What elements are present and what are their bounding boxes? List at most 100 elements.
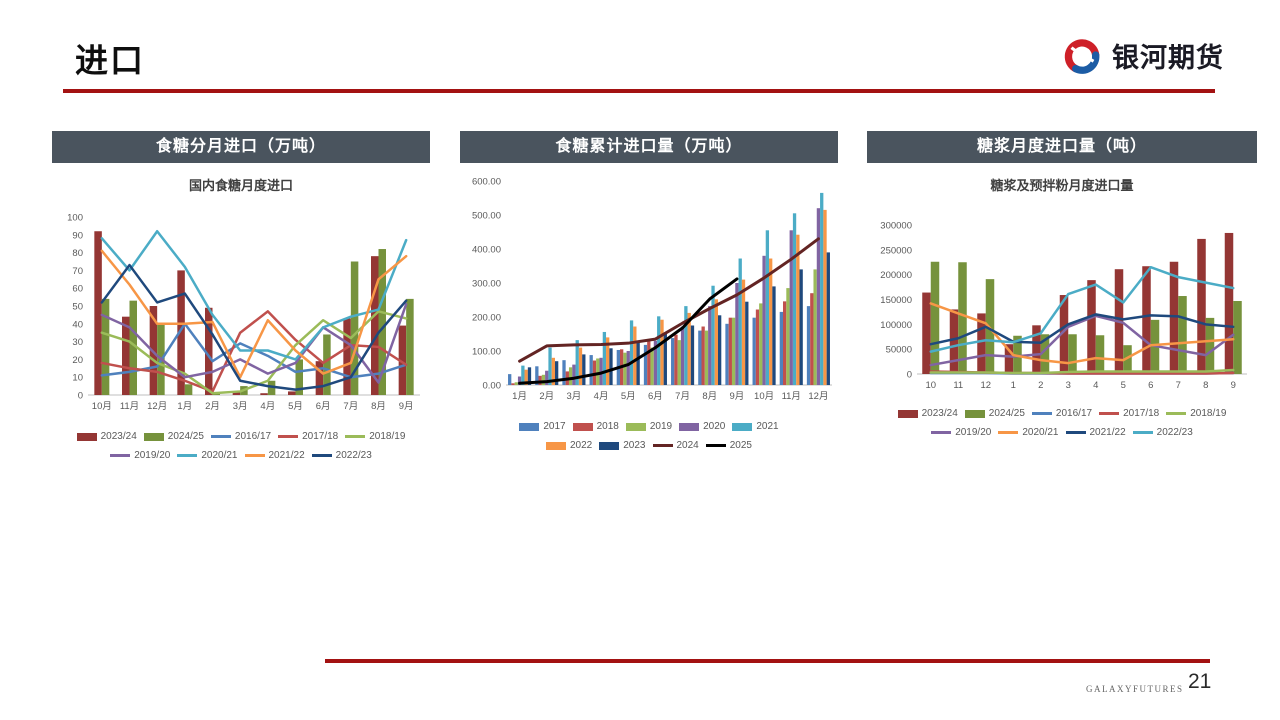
svg-text:3月: 3月 <box>567 391 582 402</box>
svg-text:90: 90 <box>72 230 83 241</box>
legend-label: 2017/18 <box>302 431 339 442</box>
legend-bar-swatch <box>546 441 566 450</box>
svg-text:5月: 5月 <box>621 391 636 402</box>
legend-item: 2017/18 <box>278 431 338 442</box>
legend-line-swatch <box>998 431 1019 434</box>
legend-item: 2018 <box>572 421 619 432</box>
svg-text:150000: 150000 <box>880 295 912 306</box>
legend-item: 2017/18 <box>1099 408 1159 419</box>
legend-item: 2022/23 <box>1132 427 1193 438</box>
legend-item: 2024 <box>652 440 699 451</box>
legend-line-swatch <box>652 444 673 447</box>
svg-text:1月: 1月 <box>177 401 192 412</box>
svg-text:100.00: 100.00 <box>472 347 501 358</box>
legend-item: 2020/21 <box>998 427 1059 438</box>
svg-text:60: 60 <box>72 284 83 295</box>
legend-item: 2016/17 <box>210 431 271 442</box>
footer-brand: GALAXYFUTURES <box>1086 684 1184 694</box>
legend-label: 2019/20 <box>134 450 171 461</box>
legend-label: 2018 <box>596 421 619 432</box>
legend-label: 2024 <box>676 440 699 451</box>
legend-item: 2023/24 <box>76 431 137 442</box>
svg-text:100: 100 <box>67 213 83 224</box>
legend-label: 2022 <box>570 440 593 451</box>
legend-label: 2023/24 <box>100 431 137 442</box>
legend-label: 2021/22 <box>1089 427 1126 438</box>
svg-text:9月: 9月 <box>730 391 745 402</box>
panel-syrup-monthly-import: 糖浆月度进口量（吨） 糖浆及预拌粉月度进口量 0 50000 100000 15000… <box>867 131 1257 438</box>
svg-text:40: 40 <box>72 319 83 330</box>
legend-item: 2018/19 <box>345 431 405 442</box>
legend-line-swatch <box>1099 412 1120 415</box>
svg-text:400.00: 400.00 <box>472 245 501 256</box>
svg-text:0: 0 <box>907 370 912 381</box>
page-number: 21 <box>1188 670 1212 693</box>
legend-line-swatch <box>345 435 366 438</box>
legend-item: 2022/23 <box>311 450 372 461</box>
legend-item: 2016/17 <box>1031 408 1092 419</box>
legend-label: 2023/24 <box>921 408 958 419</box>
svg-text:4月: 4月 <box>594 391 609 402</box>
svg-text:300000: 300000 <box>880 221 912 232</box>
legend-label: 2017 <box>543 421 566 432</box>
legend-item: 2020/21 <box>177 450 238 461</box>
svg-text:12: 12 <box>980 380 991 391</box>
svg-text:2月: 2月 <box>539 391 554 402</box>
legend-line-swatch <box>1031 412 1052 415</box>
legend-bar-swatch <box>143 432 164 441</box>
legend-label: 2020/21 <box>1022 427 1059 438</box>
legend-item: 2020 <box>679 421 725 432</box>
svg-text:7: 7 <box>1176 380 1181 391</box>
svg-text:0.00: 0.00 <box>483 381 502 392</box>
svg-text:12月: 12月 <box>147 401 167 412</box>
title-divider <box>63 89 1215 93</box>
svg-text:9月: 9月 <box>399 401 414 412</box>
footer-divider <box>325 659 1210 663</box>
svg-text:4: 4 <box>1093 380 1098 391</box>
svg-text:11: 11 <box>953 380 963 391</box>
legend-item: 2025 <box>705 440 752 451</box>
legend-line-swatch <box>705 444 726 447</box>
legend-label: 2023 <box>623 440 646 451</box>
svg-text:11月: 11月 <box>120 401 139 412</box>
panel-sugar-monthly-import: 食糖分月进口（万吨） 国内食糖月度进口 0 10 20 30 40 50 60 70 80 90 1… <box>52 131 430 461</box>
legend-line-swatch <box>1132 431 1153 434</box>
legend-label: 2021 <box>756 421 779 432</box>
legend-label: 2022/23 <box>1156 427 1193 438</box>
legend-line-swatch <box>244 454 265 457</box>
svg-text:200.00: 200.00 <box>472 313 501 324</box>
legend-label: 2024/25 <box>988 408 1025 419</box>
svg-text:10月: 10月 <box>92 401 112 412</box>
svg-text:50: 50 <box>72 302 83 313</box>
legend-bar-swatch <box>76 432 97 441</box>
legend-item: 2023 <box>599 440 646 451</box>
legend-label: 2019 <box>649 421 673 432</box>
svg-text:8月: 8月 <box>702 391 717 402</box>
svg-text:7月: 7月 <box>675 391 690 402</box>
legend-item: 2017 <box>519 421 566 432</box>
svg-text:100000: 100000 <box>880 320 912 331</box>
svg-text:6月: 6月 <box>648 391 663 402</box>
legend-bar-swatch <box>599 441 620 450</box>
chart2-legend: 2017 2018 2019 2020 2021 2022 2023 2024 2025 <box>499 421 799 451</box>
legend-line-swatch <box>177 454 198 457</box>
legend-line-swatch <box>210 435 231 438</box>
svg-text:3月: 3月 <box>233 401 248 412</box>
svg-text:80: 80 <box>72 248 83 259</box>
svg-text:9: 9 <box>1231 380 1236 391</box>
legend-bar-swatch <box>679 422 700 431</box>
sugar-monthly-import-chart: 0 10 20 30 40 50 60 70 80 90 100 10月 11月 12月 1月 2月 3月 4月 5… <box>67 213 420 412</box>
legend-line-swatch <box>931 431 952 434</box>
legend-bar-swatch <box>732 422 753 431</box>
legend-label: 2025 <box>729 440 752 451</box>
legend-label: 2018/19 <box>1190 408 1227 419</box>
legend-item: 2024/25 <box>964 408 1025 419</box>
legend-bar-swatch <box>964 409 985 418</box>
svg-text:250000: 250000 <box>880 245 912 256</box>
legend-item: 2018/19 <box>1166 408 1226 419</box>
legend-line-swatch <box>110 454 131 457</box>
logo-text: 银河期货 <box>1112 42 1224 73</box>
legend-item: 2023/24 <box>897 408 958 419</box>
svg-text:10: 10 <box>925 380 936 391</box>
